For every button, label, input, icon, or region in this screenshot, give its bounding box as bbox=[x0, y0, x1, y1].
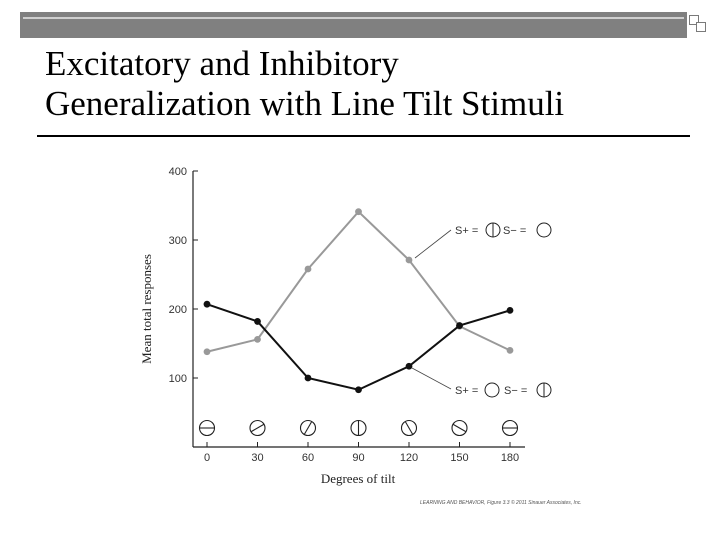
y-tick-label: 300 bbox=[169, 235, 187, 247]
leader-line bbox=[414, 229, 452, 259]
slide-title: Excitatory and Inhibitory Generalization… bbox=[45, 44, 685, 124]
stimulus-line bbox=[303, 421, 313, 435]
y-tick-label: 400 bbox=[169, 166, 187, 178]
stimulus-line bbox=[404, 421, 414, 435]
tilt-60-circle-icon bbox=[299, 419, 317, 437]
vertical-line-circle-icon bbox=[485, 222, 501, 238]
blank-circle-icon bbox=[536, 222, 552, 238]
s_plus_blank-point bbox=[456, 322, 463, 329]
slide-top-bar bbox=[20, 12, 687, 38]
leader-line bbox=[411, 367, 452, 390]
stimulus-line bbox=[452, 423, 467, 433]
chart-series bbox=[203, 208, 514, 394]
annotation-text-sminus: S− = bbox=[503, 225, 526, 237]
legend-circle bbox=[484, 382, 500, 398]
title-underline bbox=[37, 135, 690, 137]
x-tick-label: 0 bbox=[204, 452, 210, 464]
horizontal-line-circle-icon bbox=[501, 419, 519, 437]
x-axis-label: Degrees of tilt bbox=[321, 471, 396, 486]
annotation-text-splus: S+ = bbox=[455, 225, 478, 237]
s_plus_blank-point bbox=[304, 374, 312, 382]
x-tick-label: 30 bbox=[251, 452, 263, 464]
s_plus_vertical-point bbox=[203, 348, 211, 356]
vertical-line-circle-icon bbox=[350, 419, 367, 437]
s_plus_blank-point bbox=[203, 300, 211, 308]
legend-circle bbox=[536, 222, 552, 238]
y-tick-label: 200 bbox=[169, 304, 187, 316]
s_plus_blank-point bbox=[254, 318, 261, 325]
horizontal-line-circle-icon bbox=[198, 419, 216, 437]
corner-squares-icon bbox=[689, 15, 707, 33]
s_plus_vertical-point bbox=[355, 208, 362, 216]
x-tick-label: 90 bbox=[352, 452, 364, 464]
title-line-1: Excitatory and Inhibitory bbox=[45, 44, 399, 83]
figure-credit: LEARNING AND BEHAVIOR, Figure 3.3 © 2011… bbox=[420, 500, 582, 506]
x-tick-label: 150 bbox=[450, 452, 468, 464]
x-tick-label: 60 bbox=[302, 452, 314, 464]
tilt-120-circle-icon bbox=[400, 419, 418, 437]
annotation-gray-series: S+ = S− = bbox=[414, 222, 552, 259]
title-line-2: Generalization with Line Tilt Stimuli bbox=[45, 84, 565, 123]
s_plus_blank-line bbox=[206, 303, 511, 391]
s_plus_blank-point bbox=[355, 386, 362, 394]
stimulus-icons bbox=[198, 419, 519, 437]
blank-circle-icon bbox=[484, 382, 500, 398]
y-ticks: 100 200 300 400 bbox=[169, 166, 198, 385]
y-tick-label: 100 bbox=[169, 373, 187, 385]
x-tick-label: 180 bbox=[501, 452, 519, 464]
s_plus_blank-point bbox=[405, 362, 413, 370]
x-tick-label: 120 bbox=[400, 452, 418, 464]
stimulus-line bbox=[250, 423, 265, 433]
tilt-150-circle-icon bbox=[451, 419, 468, 437]
annotation-text-splus: S+ = bbox=[455, 385, 478, 397]
annotation-text-sminus: S− = bbox=[504, 385, 527, 397]
x-ticks: 0 30 60 90 120 150 180 bbox=[204, 442, 519, 464]
s_plus_vertical-point bbox=[405, 256, 413, 264]
vertical-line-circle-icon bbox=[536, 382, 552, 398]
s_plus_vertical-point bbox=[506, 347, 514, 354]
s_plus_blank-point bbox=[506, 306, 514, 314]
y-axis-label: Mean total responses bbox=[139, 254, 154, 364]
annotation-black-series: S+ = S− = bbox=[411, 367, 552, 398]
tilt-30-circle-icon bbox=[249, 419, 266, 437]
s_plus_vertical-point bbox=[304, 265, 312, 273]
s_plus_vertical-point bbox=[254, 335, 261, 343]
series-annotations: S+ = S− = S+ = S− = bbox=[411, 222, 552, 398]
